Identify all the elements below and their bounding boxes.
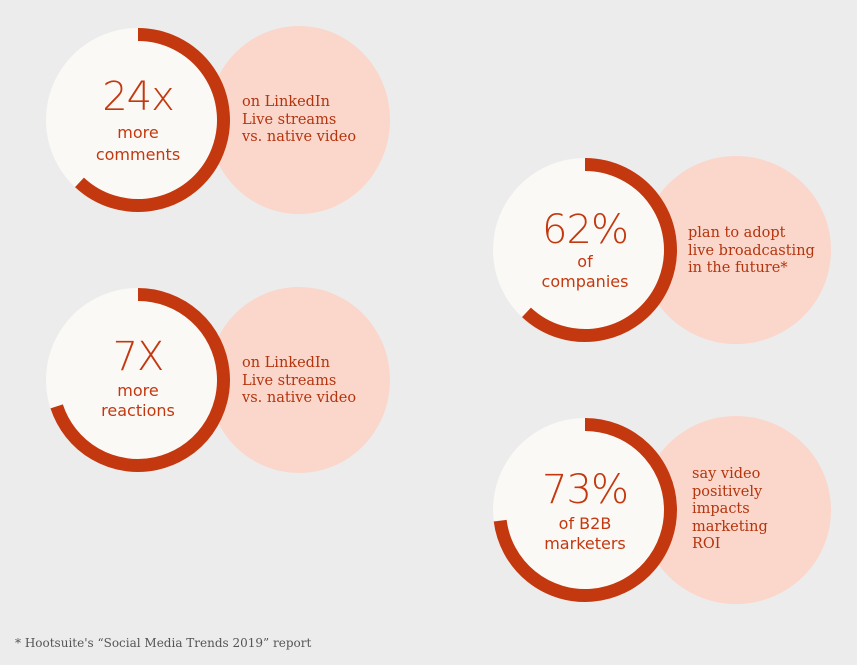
description-line: ROI	[692, 536, 721, 552]
donut-ring: 73% of B2B marketers	[493, 418, 677, 602]
stat-subtitle-line-1: more	[117, 381, 159, 400]
donut-svg	[75, 28, 230, 212]
description-line: positively	[692, 483, 763, 500]
description-line: Live streams	[242, 111, 337, 128]
stat-card-b2b-marketers: 73% of B2B marketers say video positivel…	[493, 416, 857, 616]
description-line: plan to adopt	[688, 225, 786, 241]
description-line: on LinkedIn	[242, 355, 330, 371]
stat-description: on LinkedIn Live streams vs. native vide…	[242, 94, 356, 147]
donut-arc	[50, 288, 230, 472]
donut-svg	[50, 288, 230, 472]
stat-subtitle-line-2: marketers	[544, 534, 626, 553]
stat-description: plan to adopt live broadcasting in the f…	[688, 225, 815, 278]
stat-subtitle-line-2: reactions	[101, 401, 175, 420]
description-line: impacts	[692, 501, 750, 517]
description-line: on LinkedIn	[242, 94, 330, 110]
donut-arc	[493, 418, 677, 602]
donut-arc	[75, 28, 230, 212]
description-line: vs. native video	[242, 390, 357, 406]
stat-value: 7X	[112, 334, 165, 380]
stat-subtitle-line-1: more	[117, 123, 159, 142]
stat-description: say video positively impacts marketing R…	[692, 466, 768, 554]
donut-ring: 7X more reactions	[46, 288, 230, 472]
source-footnote: * Hootsuite's “Social Media Trends 2019”…	[15, 636, 312, 650]
stat-card-comments: 24x more comments on LinkedIn Live strea…	[46, 26, 446, 226]
stat-card-reactions: 7X more reactions on LinkedIn Live strea…	[46, 287, 446, 487]
donut-svg	[522, 158, 677, 342]
stat-subtitle-line-2: companies	[541, 272, 629, 291]
donut-arc	[522, 158, 677, 342]
stat-subtitle-line-2: comments	[95, 145, 181, 164]
stat-subtitle-line-1: of B2B	[558, 514, 612, 533]
description-line: Live streams	[242, 372, 337, 389]
description-bubble	[208, 287, 390, 473]
donut-ring: 24x more comments	[46, 28, 230, 212]
description-line: live broadcasting	[688, 242, 815, 259]
donut-svg	[493, 418, 677, 602]
stat-value: 62%	[542, 207, 629, 253]
donut-ring: 62% of companies	[493, 158, 677, 342]
stat-description: on LinkedIn Live streams vs. native vide…	[242, 355, 356, 408]
description-line: vs. native video	[242, 129, 357, 145]
description-line: marketing	[692, 518, 768, 535]
stat-card-companies: 62% of companies plan to adopt live broa…	[493, 156, 857, 356]
stat-subtitle-line-1: of	[577, 252, 593, 271]
description-line: say video	[692, 466, 761, 482]
stat-value: 73%	[542, 467, 629, 513]
stat-value: 24x	[102, 74, 175, 120]
description-bubble	[208, 26, 390, 214]
description-line: in the future*	[688, 260, 788, 276]
